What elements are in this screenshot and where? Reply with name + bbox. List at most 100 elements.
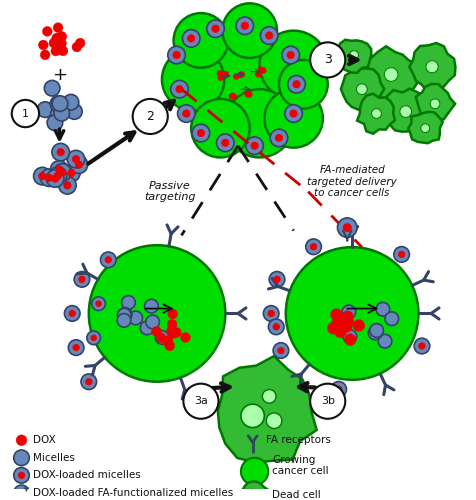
Circle shape — [264, 89, 323, 148]
Circle shape — [247, 92, 252, 98]
Circle shape — [39, 172, 46, 180]
Circle shape — [273, 324, 279, 330]
Circle shape — [372, 108, 381, 118]
Circle shape — [75, 161, 83, 168]
Circle shape — [14, 468, 30, 483]
Circle shape — [370, 324, 384, 338]
Circle shape — [67, 150, 85, 168]
Circle shape — [191, 99, 250, 158]
Circle shape — [47, 115, 63, 130]
Polygon shape — [408, 112, 443, 143]
Circle shape — [188, 35, 195, 42]
Circle shape — [229, 93, 235, 99]
Circle shape — [50, 106, 66, 122]
Circle shape — [119, 308, 132, 321]
Circle shape — [241, 22, 248, 30]
Circle shape — [50, 160, 68, 178]
Circle shape — [394, 246, 409, 262]
Circle shape — [54, 35, 64, 44]
Circle shape — [52, 34, 62, 43]
Circle shape — [293, 80, 300, 88]
Text: 1: 1 — [22, 108, 29, 118]
Circle shape — [46, 174, 53, 182]
Circle shape — [231, 94, 237, 100]
Circle shape — [59, 176, 76, 194]
Circle shape — [140, 321, 154, 334]
Circle shape — [172, 328, 181, 338]
Circle shape — [51, 164, 69, 182]
Circle shape — [285, 105, 302, 122]
Circle shape — [207, 20, 224, 38]
Circle shape — [241, 404, 264, 427]
Circle shape — [350, 50, 358, 59]
Circle shape — [260, 26, 278, 44]
Circle shape — [168, 309, 178, 319]
Circle shape — [268, 310, 275, 316]
Circle shape — [246, 137, 263, 154]
Circle shape — [430, 99, 440, 108]
Circle shape — [53, 23, 63, 32]
Circle shape — [310, 42, 345, 78]
Text: +: + — [52, 66, 67, 84]
Circle shape — [68, 170, 75, 176]
Circle shape — [287, 52, 294, 59]
Circle shape — [336, 317, 347, 328]
Circle shape — [182, 30, 200, 47]
Text: FA receptors: FA receptors — [266, 435, 331, 445]
Circle shape — [262, 390, 276, 403]
Circle shape — [217, 70, 223, 76]
Circle shape — [345, 334, 356, 345]
Circle shape — [100, 252, 116, 268]
Circle shape — [44, 80, 60, 96]
Circle shape — [327, 322, 339, 334]
Circle shape — [245, 92, 251, 97]
Circle shape — [89, 245, 225, 382]
Circle shape — [340, 320, 352, 332]
Circle shape — [87, 331, 100, 344]
Circle shape — [117, 314, 131, 327]
Circle shape — [18, 490, 25, 496]
Circle shape — [266, 413, 282, 428]
Circle shape — [290, 110, 298, 117]
Text: 3: 3 — [324, 54, 332, 66]
Circle shape — [54, 164, 71, 181]
Circle shape — [174, 13, 228, 68]
Circle shape — [414, 338, 430, 354]
Circle shape — [39, 40, 48, 50]
Circle shape — [70, 156, 88, 174]
Circle shape — [353, 320, 365, 332]
Circle shape — [222, 4, 277, 58]
Circle shape — [167, 327, 177, 336]
Circle shape — [52, 96, 68, 112]
Circle shape — [72, 156, 79, 163]
Circle shape — [42, 26, 52, 36]
Circle shape — [251, 142, 258, 150]
Circle shape — [335, 326, 347, 338]
Circle shape — [342, 316, 354, 328]
Circle shape — [129, 311, 142, 324]
Circle shape — [336, 386, 342, 392]
Circle shape — [173, 52, 180, 59]
Circle shape — [426, 60, 438, 73]
Circle shape — [260, 68, 266, 73]
Circle shape — [81, 374, 97, 390]
Circle shape — [12, 100, 39, 127]
Circle shape — [74, 272, 90, 287]
Circle shape — [49, 38, 59, 48]
Circle shape — [165, 341, 175, 351]
Polygon shape — [341, 68, 384, 110]
Circle shape — [331, 382, 347, 397]
Circle shape — [286, 247, 418, 380]
Polygon shape — [416, 84, 455, 122]
Circle shape — [163, 336, 173, 345]
Circle shape — [16, 435, 27, 446]
Circle shape — [14, 485, 30, 500]
Circle shape — [167, 320, 177, 329]
Circle shape — [217, 134, 234, 152]
Circle shape — [222, 139, 229, 146]
Circle shape — [273, 342, 289, 358]
Circle shape — [69, 310, 76, 316]
Circle shape — [145, 300, 158, 313]
Circle shape — [64, 182, 71, 189]
Circle shape — [335, 319, 347, 330]
